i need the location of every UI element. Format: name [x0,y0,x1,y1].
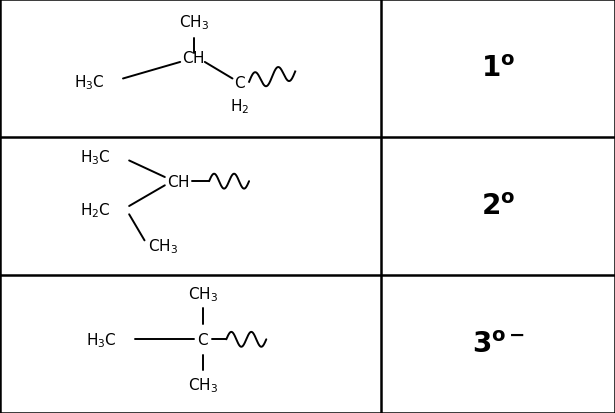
Text: $\mathrm{H_3C}$: $\mathrm{H_3C}$ [86,330,117,349]
Text: $\mathbf{2^o}$: $\mathbf{2^o}$ [481,192,515,221]
Text: $\mathrm{H_3C}$: $\mathrm{H_3C}$ [80,147,111,166]
Text: $\mathrm{H_3C}$: $\mathrm{H_3C}$ [74,73,105,92]
Text: $\mathrm{CH_3}$: $\mathrm{CH_3}$ [188,375,218,394]
Text: $\mathrm{H_2C}$: $\mathrm{H_2C}$ [80,201,111,220]
Text: $\mathbf{3^{o-}}$: $\mathbf{3^{o-}}$ [472,330,525,358]
Text: $\mathrm{CH}$: $\mathrm{CH}$ [183,50,205,66]
Text: $\mathrm{CH}$: $\mathrm{CH}$ [167,174,189,190]
Text: $\mathrm{CH_3}$: $\mathrm{CH_3}$ [178,13,209,32]
Text: $\mathrm{H_2}$: $\mathrm{H_2}$ [230,97,250,116]
Text: $\mathrm{C}$: $\mathrm{C}$ [234,75,246,90]
Text: $\mathrm{CH_3}$: $\mathrm{CH_3}$ [188,285,218,304]
Text: $\mathbf{1^o}$: $\mathbf{1^o}$ [481,55,515,83]
Text: $\mathrm{CH_3}$: $\mathrm{CH_3}$ [148,236,178,255]
Text: $\mathrm{C}$: $\mathrm{C}$ [197,332,209,347]
